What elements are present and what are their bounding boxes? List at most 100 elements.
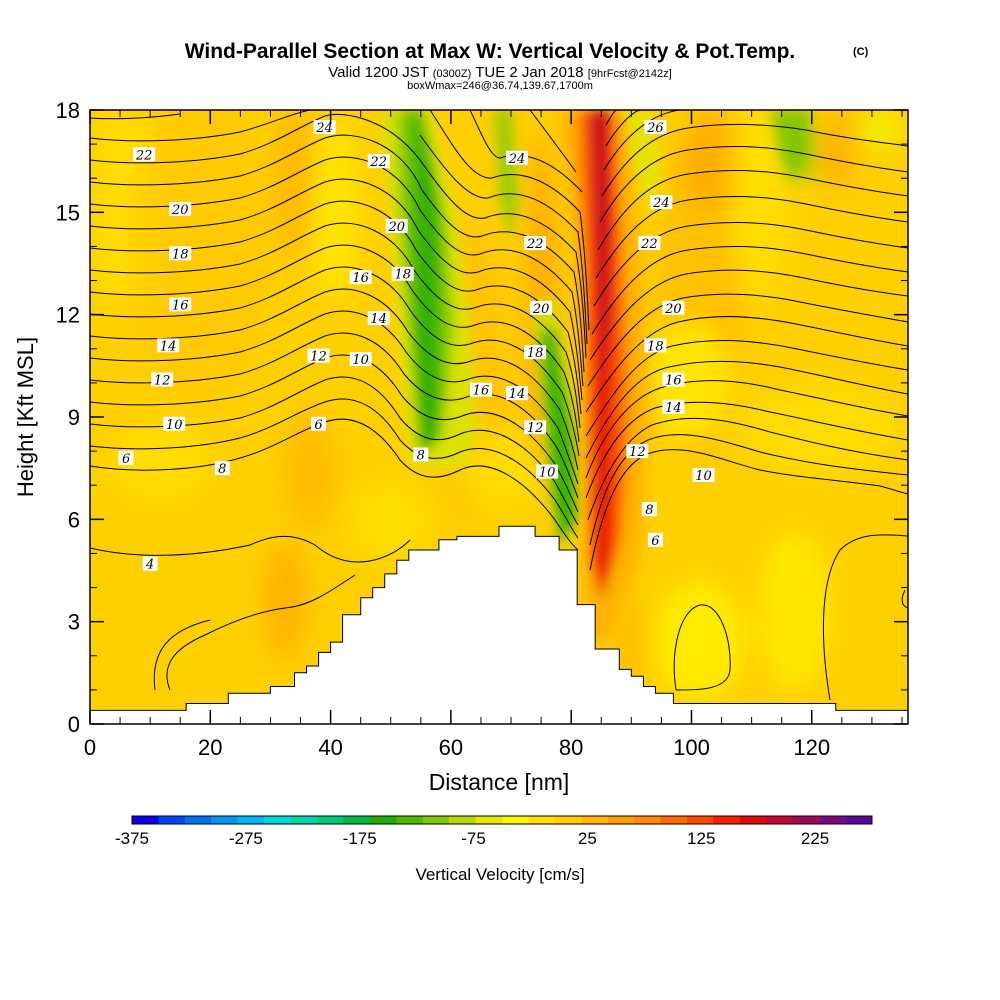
colorbar-swatch bbox=[713, 816, 741, 824]
contour-label-text: 12 bbox=[527, 421, 544, 436]
contour-label-text: 12 bbox=[154, 373, 171, 388]
x-tick-label: 40 bbox=[318, 735, 342, 760]
contour-label: 24 bbox=[506, 150, 529, 167]
y-tick-label: 12 bbox=[56, 303, 80, 328]
chart-subtitle-2: boxWmax=246@36.74,139.67,1700m bbox=[407, 80, 593, 92]
colorbar-swatch bbox=[184, 816, 212, 824]
contour-label-text: 8 bbox=[218, 462, 226, 477]
y-tick-label: 18 bbox=[56, 98, 80, 123]
contour-label-text: 8 bbox=[417, 449, 425, 464]
contour-label: 22 bbox=[638, 236, 661, 252]
y-tick-label: 3 bbox=[68, 610, 80, 635]
contour-label: 22 bbox=[524, 236, 547, 252]
colorbar-swatch bbox=[528, 816, 556, 824]
contour-label: 12 bbox=[307, 348, 330, 365]
contour-label: 14 bbox=[506, 386, 529, 402]
contour-label: 8 bbox=[413, 447, 429, 464]
contour-label: 6 bbox=[311, 416, 327, 433]
colorbar-swatch bbox=[475, 816, 503, 824]
contour-label: 14 bbox=[662, 399, 685, 416]
colorbar-swatch bbox=[132, 816, 159, 824]
subtitle-date: TUE 2 Jan 2018 bbox=[475, 64, 583, 81]
contour-label-text: 16 bbox=[172, 298, 189, 313]
contour-label-text: 6 bbox=[314, 418, 322, 433]
colorbar-swatch bbox=[343, 816, 371, 824]
y-tick-label: 15 bbox=[56, 200, 80, 225]
contour-label: 6 bbox=[118, 450, 134, 467]
y-tick-label: 6 bbox=[68, 507, 80, 532]
contour-label: 10 bbox=[163, 416, 186, 433]
colorbar-swatch bbox=[237, 816, 265, 824]
theta-contour-labels: 6 4 10 12 14 16 18 20 22 24 8 6 12 10 16 14 18 20 22 8 16 14 1… bbox=[118, 120, 715, 573]
contour-label-text: 18 bbox=[527, 346, 544, 361]
contour-label-text: 8 bbox=[645, 503, 653, 518]
contour-label: 14 bbox=[157, 338, 180, 354]
contour-label-text: 6 bbox=[651, 534, 659, 549]
colorbar: -375 -275 -175 -75 25 125 225 bbox=[115, 815, 873, 848]
contour-label-text: 24 bbox=[508, 152, 526, 167]
contour-label: 24 bbox=[313, 120, 336, 136]
contour-label-text: 14 bbox=[509, 387, 526, 402]
subtitle-fcst: [9hrFcst@2142z] bbox=[588, 68, 672, 80]
contour-label-text: 22 bbox=[640, 237, 658, 252]
colorbar-swatch bbox=[845, 816, 873, 824]
colorbar-swatch bbox=[581, 816, 609, 824]
contour-label: 20 bbox=[662, 300, 685, 317]
colorbar-tick-label: 125 bbox=[687, 829, 715, 848]
contour-label-text: 22 bbox=[369, 155, 387, 170]
contour-label: 10 bbox=[536, 464, 559, 481]
colorbar-swatch bbox=[211, 816, 239, 824]
plot-area: 6 4 10 12 14 16 18 20 22 24 8 6 12 10 16 14 18 20 22 8 16 14 1… bbox=[90, 110, 908, 724]
contour-label-text: 10 bbox=[166, 418, 183, 433]
colorbar-swatch bbox=[819, 816, 846, 824]
colorbar-swatch bbox=[607, 816, 635, 824]
y-tick-label: 9 bbox=[68, 405, 80, 430]
contour-label-text: 16 bbox=[665, 373, 682, 388]
x-tick-label: 80 bbox=[559, 735, 583, 760]
contour-label: 18 bbox=[169, 246, 192, 262]
contour-label: 14 bbox=[367, 311, 390, 327]
contour-label: 8 bbox=[641, 502, 657, 518]
contour-label: 12 bbox=[626, 444, 649, 460]
contour-label: 18 bbox=[644, 338, 667, 354]
contour-label-text: 14 bbox=[160, 339, 177, 354]
contour-label: 6 bbox=[647, 532, 663, 549]
colorbar-swatch bbox=[290, 816, 318, 824]
colorbar-swatch bbox=[739, 816, 767, 824]
downdraft-bands bbox=[380, 110, 810, 545]
colorbar-swatch bbox=[687, 816, 714, 824]
contour-label-text: 4 bbox=[145, 558, 154, 573]
colorbar-swatch bbox=[158, 816, 186, 824]
contour-label-text: 10 bbox=[352, 353, 369, 368]
axes: 0 20 40 60 80 100 120 0 3 6 9 12 15 18 bbox=[56, 98, 908, 760]
contour-label: 18 bbox=[391, 266, 414, 283]
chart-title-unit: (C) bbox=[853, 46, 869, 58]
contour-label: 22 bbox=[367, 154, 390, 170]
contour-label-text: 20 bbox=[171, 203, 189, 218]
contour-label-text: 18 bbox=[394, 268, 411, 283]
contour-label-text: 20 bbox=[387, 220, 405, 235]
contour-label-text: 22 bbox=[526, 237, 544, 252]
contour-label-text: 22 bbox=[135, 148, 153, 163]
chart-title: Wind-Parallel Section at Max W: Vertical… bbox=[185, 40, 796, 63]
contour-label: 22 bbox=[133, 147, 156, 163]
contour-label: 16 bbox=[662, 372, 685, 388]
contour-label-text: 14 bbox=[665, 401, 682, 416]
contour-label-text: 12 bbox=[629, 445, 646, 460]
y-axis-label: Height [Kft MSL] bbox=[13, 337, 38, 497]
contour-label-text: 24 bbox=[315, 121, 333, 136]
subtitle-valid: Valid 1200 JST bbox=[328, 64, 428, 81]
contour-label-text: 18 bbox=[172, 247, 189, 262]
contour-label-text: 24 bbox=[652, 196, 670, 211]
contour-label: 20 bbox=[385, 218, 408, 235]
colorbar-swatch bbox=[634, 816, 661, 824]
colorbar-swatch bbox=[792, 816, 820, 824]
contour-label: 16 bbox=[349, 270, 372, 286]
colorbar-tick-label: 225 bbox=[801, 829, 829, 848]
x-tick-label: 60 bbox=[439, 735, 463, 760]
colorbar-label: Vertical Velocity [cm/s] bbox=[415, 865, 584, 884]
contour-label-text: 20 bbox=[532, 302, 550, 317]
colorbar-swatch bbox=[502, 816, 529, 824]
colorbar-swatch bbox=[449, 816, 476, 824]
